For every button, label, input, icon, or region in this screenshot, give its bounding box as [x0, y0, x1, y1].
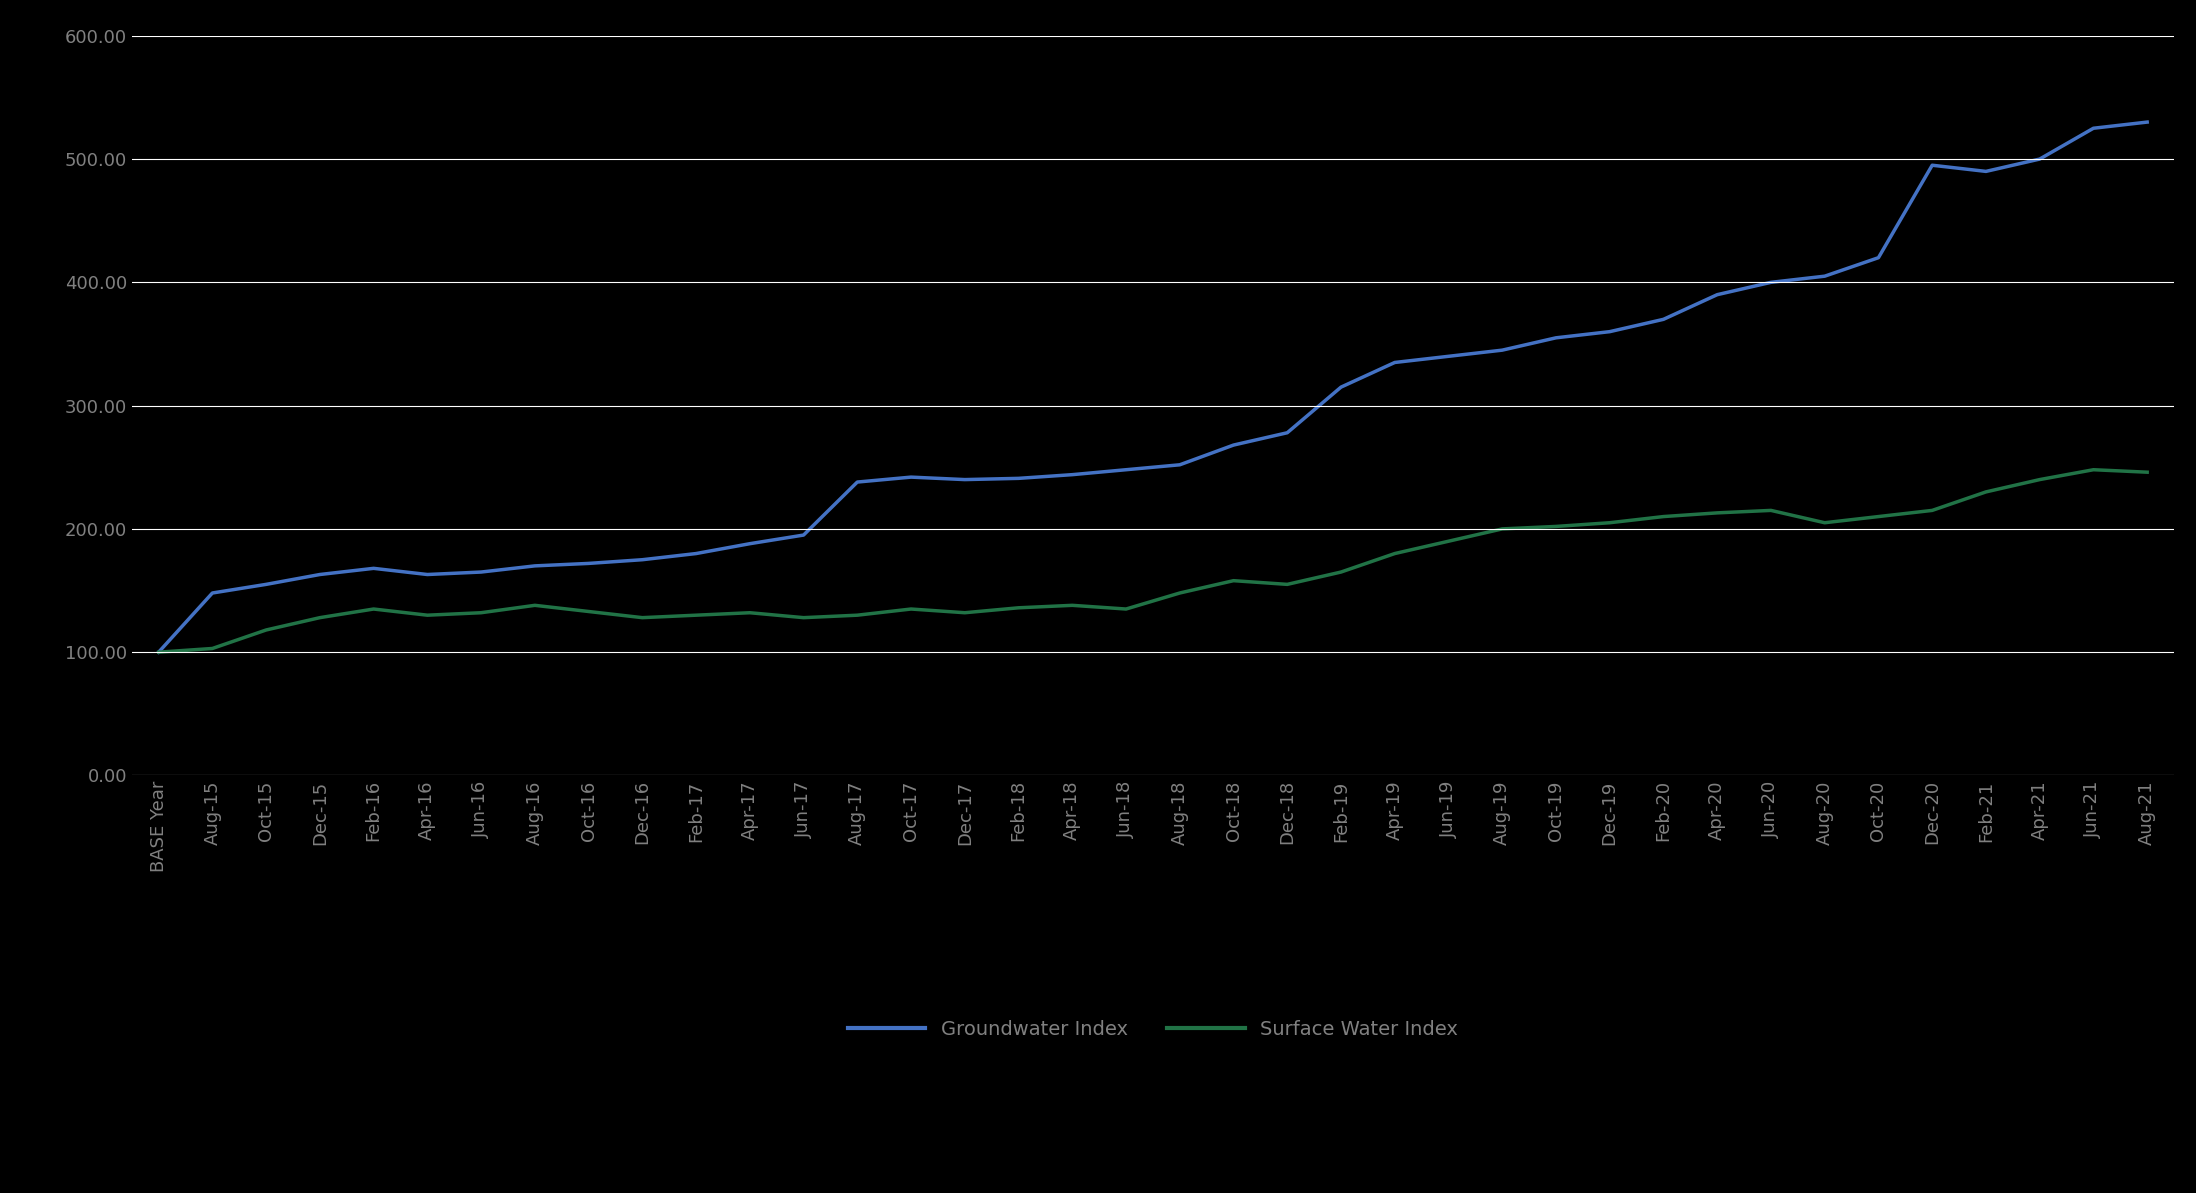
Groundwater Index [1221, 438, 1247, 452]
Groundwater Index [360, 561, 386, 575]
Surface Water Index [2135, 465, 2161, 480]
Groundwater Index [2080, 120, 2106, 135]
Surface Water Index [1757, 503, 1783, 518]
Groundwater Index [736, 537, 762, 551]
Groundwater Index [843, 475, 870, 489]
Surface Water Index [1972, 484, 1998, 499]
Groundwater Index [1972, 165, 1998, 179]
Surface Water Index [307, 611, 334, 625]
Line: Groundwater Index: Groundwater Index [158, 122, 2148, 653]
Surface Water Index [200, 642, 226, 656]
Surface Water Index [1704, 506, 1730, 520]
Groundwater Index [1544, 330, 1570, 345]
Legend: Groundwater Index, Surface Water Index: Groundwater Index, Surface Water Index [839, 1012, 1467, 1046]
Line: Surface Water Index: Surface Water Index [158, 470, 2148, 653]
Groundwater Index [1166, 458, 1192, 472]
Groundwater Index [2135, 115, 2161, 129]
Groundwater Index [1329, 379, 1355, 394]
Groundwater Index [898, 470, 925, 484]
Surface Water Index [1544, 519, 1570, 533]
Surface Water Index [145, 645, 171, 660]
Groundwater Index [1006, 471, 1032, 486]
Surface Water Index [1596, 515, 1623, 530]
Surface Water Index [1812, 515, 1838, 530]
Surface Water Index [1221, 574, 1247, 588]
Groundwater Index [468, 565, 494, 580]
Surface Water Index [468, 606, 494, 620]
Groundwater Index [1058, 468, 1085, 482]
Groundwater Index [253, 577, 279, 592]
Surface Water Index [898, 602, 925, 617]
Groundwater Index [1704, 288, 1730, 302]
Groundwater Index [415, 568, 441, 582]
Groundwater Index [200, 586, 226, 600]
Groundwater Index [1651, 313, 1678, 327]
Surface Water Index [2027, 472, 2053, 487]
Surface Water Index [1166, 586, 1192, 600]
Surface Water Index [360, 602, 386, 617]
Surface Water Index [1864, 509, 1891, 524]
Groundwater Index [1812, 268, 1838, 283]
Surface Water Index [628, 611, 654, 625]
Surface Water Index [253, 623, 279, 637]
Surface Water Index [736, 606, 762, 620]
Surface Water Index [1381, 546, 1408, 561]
Groundwater Index [683, 546, 709, 561]
Surface Water Index [1006, 600, 1032, 614]
Surface Water Index [843, 608, 870, 623]
Groundwater Index [2027, 152, 2053, 166]
Surface Water Index [1113, 602, 1140, 617]
Groundwater Index [1864, 251, 1891, 265]
Groundwater Index [523, 558, 549, 573]
Surface Water Index [523, 598, 549, 612]
Surface Water Index [1651, 509, 1678, 524]
Groundwater Index [1436, 350, 1463, 364]
Groundwater Index [791, 527, 817, 542]
Surface Water Index [1329, 565, 1355, 580]
Surface Water Index [575, 605, 602, 619]
Surface Water Index [1919, 503, 1946, 518]
Groundwater Index [575, 556, 602, 570]
Groundwater Index [307, 568, 334, 582]
Surface Water Index [1274, 577, 1300, 592]
Groundwater Index [1919, 159, 1946, 173]
Groundwater Index [951, 472, 977, 487]
Surface Water Index [2080, 463, 2106, 477]
Surface Water Index [951, 606, 977, 620]
Groundwater Index [628, 552, 654, 567]
Groundwater Index [1274, 426, 1300, 440]
Groundwater Index [1113, 463, 1140, 477]
Surface Water Index [683, 608, 709, 623]
Groundwater Index [1381, 356, 1408, 370]
Surface Water Index [1489, 521, 1515, 536]
Groundwater Index [145, 645, 171, 660]
Surface Water Index [415, 608, 441, 623]
Groundwater Index [1596, 324, 1623, 339]
Groundwater Index [1489, 344, 1515, 358]
Groundwater Index [1757, 276, 1783, 290]
Surface Water Index [791, 611, 817, 625]
Surface Water Index [1058, 598, 1085, 612]
Surface Water Index [1436, 534, 1463, 549]
